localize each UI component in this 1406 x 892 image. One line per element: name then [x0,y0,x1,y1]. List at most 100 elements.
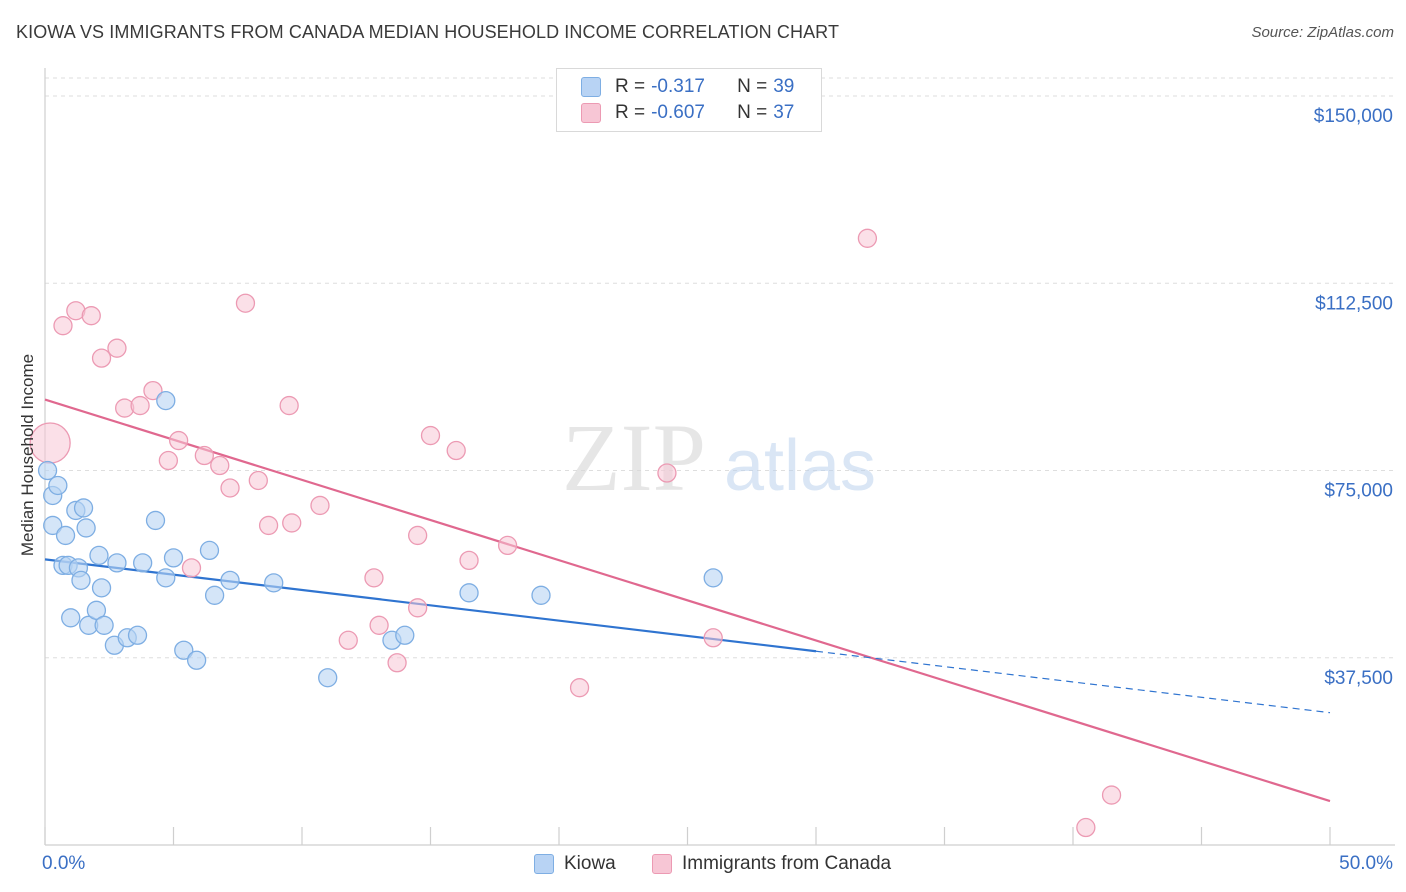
data-point-kiowa [264,573,284,593]
trendline-canada [44,398,1331,803]
series-legend-kiowa: Kiowa [534,852,616,876]
data-point-canada [81,306,101,326]
data-point-kiowa [531,585,551,605]
data-point-kiowa [48,475,68,496]
data-point-canada [220,478,240,498]
chart-title: KIOWA VS IMMIGRANTS FROM CANADA MEDIAN H… [16,22,840,42]
trendline-kiowa-extension [815,650,1331,714]
data-point-canada [210,455,230,476]
series-legend-canada: Immigrants from Canada [652,852,891,876]
y-tick-label: $112,500 [1315,293,1393,314]
data-point-kiowa [55,525,76,546]
data-point-kiowa [71,570,91,591]
data-point-kiowa [43,515,63,536]
data-point-kiowa [133,553,153,573]
data-point-canada [369,615,389,635]
data-point-kiowa [61,608,81,628]
series-legend-label: Immigrants from Canada [682,853,892,874]
data-point-canada [407,598,428,618]
series-swatch-canada [652,854,672,874]
x-tick-label: 50.0% [1339,853,1393,874]
grid-layer [45,77,1395,659]
data-point-kiowa [204,585,225,605]
data-point-kiowa [91,578,112,598]
data-point-canada [53,316,73,336]
legend-swatch-kiowa [581,77,601,97]
data-point-canada [1101,785,1122,805]
data-point-canada [158,450,179,471]
data-point-kiowa [459,583,479,603]
data-point-canada [459,550,479,571]
legend-n-value: 39 [773,76,795,97]
data-point-kiowa [163,548,184,568]
data-point-canada [446,440,466,461]
data-point-kiowa [156,390,176,411]
source-label: Source: ZipAtlas.com [1251,24,1394,41]
x-tick-label: 0.0% [42,853,85,874]
legend-r-label: R = [615,76,646,97]
series-swatch-kiowa [534,854,554,874]
legend-r-label: R = [615,102,646,123]
watermark-zip: ZIP [562,404,706,511]
data-point-kiowa [318,668,338,688]
data-point-kiowa [76,518,96,538]
data-point-canada [338,630,358,650]
data-point-canada [91,348,112,368]
legend-swatch-canada [581,103,601,123]
data-point-canada [364,568,384,588]
series-legend-label: Kiowa [564,853,616,874]
data-point-canada [569,678,590,698]
watermark-atlas: atlas [724,426,876,506]
y-tick-label: $150,000 [1314,106,1393,127]
data-point-canada [420,425,441,446]
legend-n-value: 37 [773,102,795,123]
data-point-kiowa [86,600,107,620]
y-tick-label: $37,500 [1324,668,1393,689]
data-point-kiowa [395,625,415,645]
data-point-kiowa [73,498,94,518]
data-point-canada [168,430,189,451]
legend-n-label: N = [737,76,768,97]
data-point-canada [130,395,150,416]
data-point-kiowa [186,650,207,670]
data-point-kiowa [89,545,109,566]
legend-r-value: -0.607 [651,102,705,123]
data-point-canada [279,395,299,416]
axis-layer [44,68,1395,846]
watermark: ZIP atlas [562,404,876,511]
tick-label-layer: $37,500 $75,000 $112,500 $150,000 0.0% 50.0% [42,106,1393,874]
point-layer [29,228,1122,838]
data-point-kiowa [107,553,127,573]
data-point-kiowa [37,460,58,481]
correlation-legend: R = -0.317 N = 39 R = -0.607 N = 37 [556,68,822,132]
data-point-kiowa [145,510,166,531]
data-point-kiowa [220,570,240,591]
data-point-canada [143,380,163,401]
data-point-kiowa [127,625,148,645]
data-point-canada [703,628,723,648]
data-point-canada [107,338,127,358]
legend-row-canada: R = -0.607 N = 37 [581,101,794,125]
data-point-kiowa [156,568,176,588]
data-point-canada [248,470,268,491]
data-point-canada [181,558,202,578]
y-axis-label: Median Household Income [18,353,37,557]
data-point-canada [194,445,214,466]
legend-r-value: -0.317 [651,76,705,97]
y-tick-label: $75,000 [1324,481,1393,502]
data-point-canada [497,535,518,556]
data-point-kiowa [703,568,723,588]
data-point-canada [387,653,407,673]
data-point-kiowa [174,640,194,660]
data-point-canada [1076,817,1096,838]
data-point-kiowa [94,615,114,635]
legend-row-kiowa: R = -0.317 N = 39 [581,75,794,99]
data-point-canada [310,495,330,516]
data-point-canada [657,463,677,483]
legend-n-label: N = [737,102,768,123]
data-point-canada [235,293,256,313]
data-point-canada [407,525,428,546]
data-point-canada [258,515,279,536]
data-point-canada [857,228,878,248]
